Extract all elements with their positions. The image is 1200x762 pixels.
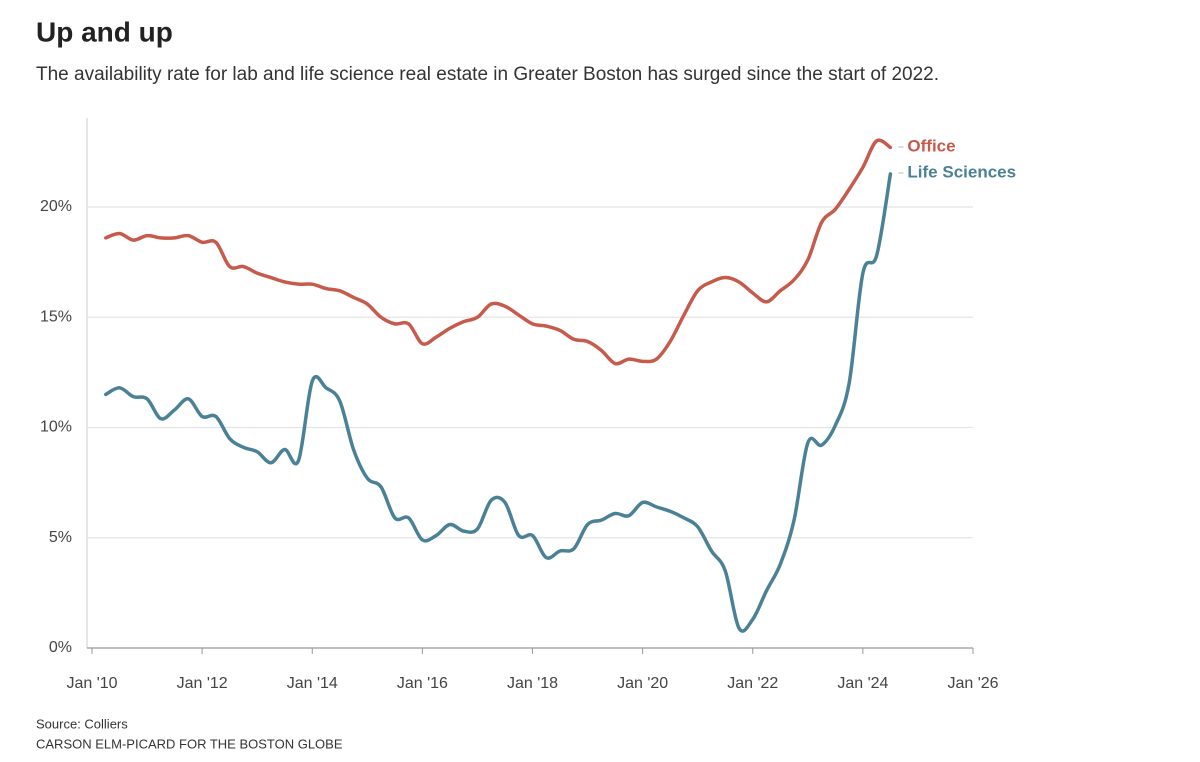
- source: Source: Colliers: [36, 716, 128, 731]
- chart-title: Up and up: [36, 16, 173, 47]
- x-tick-label: Jan '10: [66, 675, 117, 692]
- x-tick-label: Jan '24: [837, 675, 888, 692]
- x-tick-label: Jan '26: [947, 675, 998, 692]
- legend-label: Office: [907, 136, 955, 155]
- x-tick-label: Jan '20: [617, 675, 668, 692]
- legend-label: Life Sciences: [907, 162, 1016, 181]
- x-tick-label: Jan '22: [727, 675, 778, 692]
- y-tick-label: 15%: [40, 308, 72, 325]
- y-tick-label: 0%: [49, 639, 72, 656]
- credit: CARSON ELM-PICARD FOR THE BOSTON GLOBE: [36, 736, 343, 751]
- y-tick-label: 20%: [40, 198, 72, 215]
- y-tick-label: 10%: [40, 419, 72, 436]
- x-tick-label: Jan '18: [507, 675, 558, 692]
- x-tick-label: Jan '16: [397, 675, 448, 692]
- chart-subtitle: The availability rate for lab and life s…: [36, 64, 939, 85]
- series-line: [104, 138, 893, 366]
- y-tick-label: 5%: [49, 529, 72, 546]
- x-tick-label: Jan '12: [177, 675, 228, 692]
- series-line: [104, 172, 893, 633]
- x-tick-label: Jan '14: [287, 675, 338, 692]
